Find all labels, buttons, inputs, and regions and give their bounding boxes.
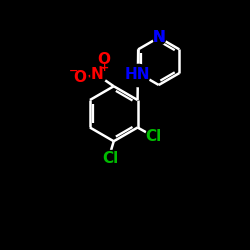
- Text: N: N: [152, 30, 165, 45]
- Text: Cl: Cl: [102, 151, 118, 166]
- Text: N: N: [152, 30, 165, 45]
- Text: O: O: [97, 52, 110, 67]
- Text: N: N: [91, 68, 104, 82]
- Text: Cl: Cl: [146, 129, 162, 144]
- Text: +: +: [100, 63, 109, 73]
- Text: −: −: [68, 66, 78, 76]
- Text: HN: HN: [125, 67, 150, 82]
- Text: O: O: [73, 70, 86, 85]
